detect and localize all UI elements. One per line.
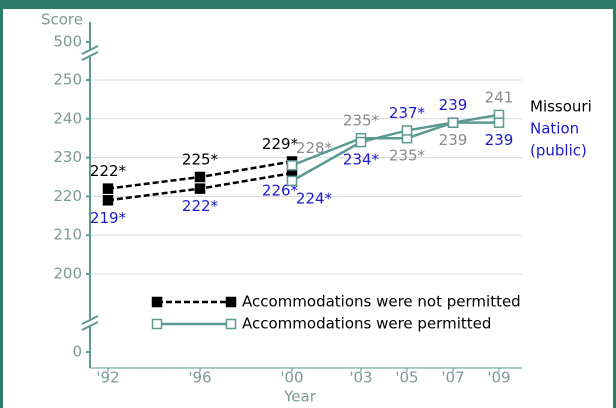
y-tick-label: 240 xyxy=(53,109,82,127)
marker xyxy=(286,160,298,171)
series-label: Nation xyxy=(530,120,579,138)
marker xyxy=(401,125,413,136)
axis-break xyxy=(81,51,99,61)
legend-label: Accommodations were permitted xyxy=(242,315,491,333)
series-label: Missouri xyxy=(530,98,592,116)
value-label: 225* xyxy=(182,151,219,169)
value-label: 241 xyxy=(485,88,514,106)
value-label: 235* xyxy=(389,147,426,165)
marker xyxy=(194,171,206,183)
x-tick-label: '03 xyxy=(349,369,372,387)
marker xyxy=(194,183,206,194)
value-label: 234* xyxy=(343,151,380,169)
legend-marker xyxy=(151,318,163,330)
right-border xyxy=(613,0,616,408)
top-bar xyxy=(0,0,616,9)
value-label: 228* xyxy=(296,139,333,157)
value-label: 239 xyxy=(485,131,514,149)
value-label: 222* xyxy=(182,197,219,215)
y-axis-label: Score xyxy=(41,11,83,29)
series-label: (public) xyxy=(530,142,587,160)
value-label: 219* xyxy=(90,209,127,227)
x-tick-label: '05 xyxy=(395,369,418,387)
x-tick-label: '00 xyxy=(280,369,303,387)
value-label: 237* xyxy=(389,104,426,122)
legend-marker xyxy=(225,296,237,308)
y-tick-label: 200 xyxy=(53,265,82,283)
marker xyxy=(355,136,367,148)
x-tick-label: '09 xyxy=(487,369,510,387)
axis-break-gap xyxy=(82,49,98,57)
value-label: 229* xyxy=(262,135,299,153)
axis-break xyxy=(81,45,99,55)
legend-marker xyxy=(151,296,163,308)
y-tick-label: 220 xyxy=(53,187,82,205)
legend-label: Accommodations were not permitted xyxy=(242,293,521,311)
x-tick-label: '07 xyxy=(441,369,464,387)
y-tick-label: 500 xyxy=(53,33,82,51)
value-label: 239 xyxy=(439,131,468,149)
y-tick-label: 0 xyxy=(72,343,82,361)
x-axis-label: Year xyxy=(283,388,317,406)
value-label: 224* xyxy=(296,189,333,207)
marker xyxy=(286,175,298,187)
value-label: 235* xyxy=(343,112,380,130)
left-border xyxy=(0,0,3,408)
x-tick-label: '92 xyxy=(96,369,119,387)
axis-break-gap xyxy=(82,319,98,327)
value-label: 239 xyxy=(439,96,468,114)
x-tick-label: '96 xyxy=(188,369,211,387)
legend-marker xyxy=(225,318,237,330)
axis-break xyxy=(81,315,99,325)
marker xyxy=(447,117,459,128)
value-label: 222* xyxy=(90,162,127,180)
y-tick-label: 210 xyxy=(53,226,82,244)
axis-break xyxy=(81,321,99,331)
marker xyxy=(493,117,505,128)
marker xyxy=(102,183,114,194)
y-tick-label: 250 xyxy=(53,71,82,89)
marker xyxy=(102,195,114,206)
y-tick-label: 230 xyxy=(53,148,82,166)
